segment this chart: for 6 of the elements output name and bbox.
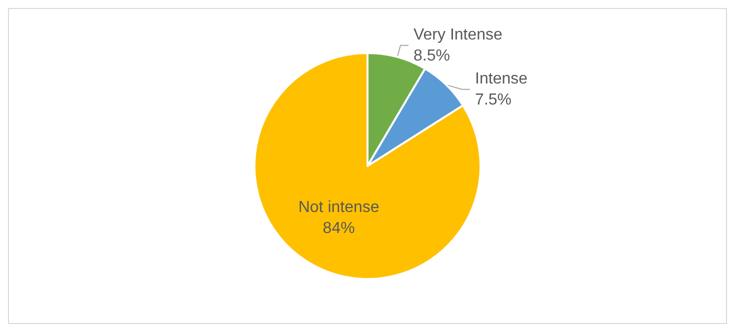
slice-label: Very Intense — [413, 26, 503, 44]
data-label: 8.5% — [413, 47, 450, 64]
data-label: 7.5% — [475, 91, 512, 108]
slice-label: Intense — [475, 70, 528, 88]
data-label: 84% — [322, 220, 355, 238]
slice-label: Not intense — [298, 199, 380, 216]
